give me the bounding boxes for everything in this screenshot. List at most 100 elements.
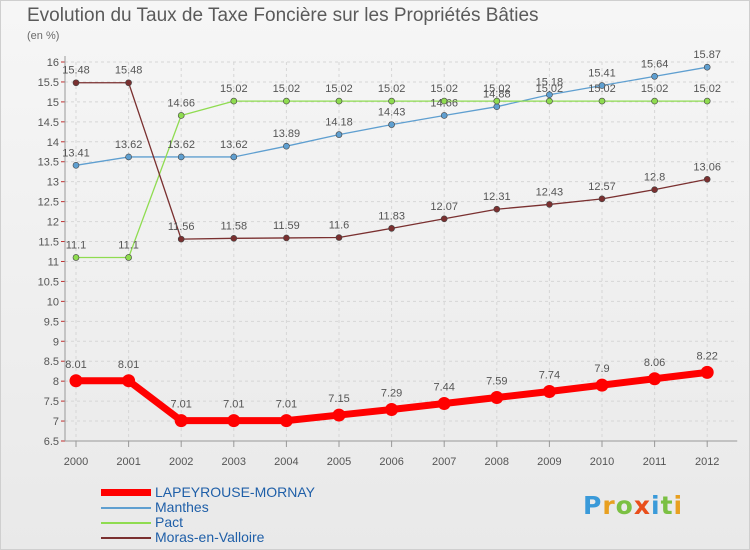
- y-tick-label: 11.5: [38, 237, 59, 249]
- data-point-manthes: [598, 82, 606, 89]
- data-label-pact: 11.1: [118, 239, 139, 251]
- data-point-manthes: [125, 153, 132, 161]
- data-point-moras-en-valloire: [598, 195, 606, 203]
- data-label-moras-en-valloire: 11.6: [329, 220, 350, 232]
- x-tick-label: 2008: [485, 456, 509, 468]
- y-tick-label: 8: [53, 376, 59, 388]
- data-label-manthes: 13.89: [273, 128, 301, 140]
- data-label-moras-en-valloire: 12.07: [430, 201, 458, 213]
- data-point-manthes: [72, 162, 80, 169]
- data-point-pact: [72, 254, 80, 261]
- data-label-moras-en-valloire: 11.56: [168, 221, 195, 233]
- data-point-pact: [177, 112, 185, 119]
- data-label-moras-en-valloire: 12.57: [588, 181, 616, 193]
- y-tick-label: 6.5: [44, 436, 59, 448]
- data-label-lapeyrouse-mornay: 7.74: [539, 370, 560, 382]
- x-tick-label: 2000: [64, 456, 88, 468]
- y-tick-label: 15: [47, 97, 59, 109]
- data-point-pact: [493, 97, 501, 105]
- data-label-moras-en-valloire: 11.59: [273, 220, 300, 232]
- data-point-moras-en-valloire: [440, 215, 448, 223]
- data-point-lapeyrouse-mornay: [332, 408, 346, 422]
- data-label-manthes: 13.41: [62, 147, 90, 159]
- legend-swatch-pact: [101, 522, 151, 524]
- x-tick-label: 2011: [643, 456, 667, 468]
- data-point-moras-en-valloire: [493, 205, 501, 213]
- data-label-moras-en-valloire: 11.58: [220, 220, 247, 232]
- data-label-pact: 15.02: [641, 83, 669, 95]
- data-point-moras-en-valloire: [703, 175, 711, 183]
- data-point-lapeyrouse-mornay: [490, 391, 504, 405]
- data-point-pact: [335, 97, 343, 105]
- data-label-lapeyrouse-mornay: 7.01: [276, 399, 297, 411]
- data-point-pact: [651, 97, 658, 105]
- legend-swatch-manthes: [101, 507, 151, 509]
- legend-swatch-lapeyrouse-mornay: [101, 489, 151, 496]
- data-label-lapeyrouse-mornay: 7.44: [433, 381, 454, 393]
- data-label-moras-en-valloire: 11.83: [378, 210, 405, 222]
- data-point-moras-en-valloire: [388, 225, 395, 232]
- data-point-lapeyrouse-mornay: [700, 365, 714, 379]
- data-point-manthes: [546, 91, 553, 99]
- data-point-lapeyrouse-mornay: [595, 378, 609, 392]
- data-point-lapeyrouse-mornay: [437, 396, 451, 410]
- data-label-pact: 15.02: [430, 83, 458, 95]
- data-label-moras-en-valloire: 15.48: [115, 65, 143, 77]
- data-label-moras-en-valloire: 12.43: [536, 186, 564, 198]
- data-label-lapeyrouse-mornay: 7.29: [381, 387, 402, 399]
- legend-label: Moras-en-Valloire: [155, 529, 265, 545]
- data-label-pact: 15.02: [483, 83, 511, 95]
- data-label-pact: 15.02: [378, 83, 406, 95]
- x-tick-label: 2003: [222, 456, 246, 468]
- data-label-moras-en-valloire: 13.06: [693, 161, 721, 173]
- data-label-manthes: 14.43: [378, 107, 406, 119]
- data-label-pact: 14.66: [167, 97, 195, 109]
- chart-title: Evolution du Taux de Taxe Foncière sur l…: [27, 5, 539, 26]
- data-label-lapeyrouse-mornay: 8.22: [696, 350, 717, 362]
- legend-label: LAPEYROUSE-MORNAY: [155, 484, 315, 500]
- data-point-moras-en-valloire: [177, 235, 185, 243]
- data-point-lapeyrouse-mornay: [227, 414, 241, 428]
- y-tick-label: 10.5: [38, 276, 59, 288]
- x-tick-label: 2010: [590, 456, 614, 468]
- data-label-moras-en-valloire: 12.31: [483, 191, 511, 203]
- data-point-pact: [230, 97, 238, 105]
- x-tick-label: 2012: [695, 456, 719, 468]
- data-label-manthes: 15.64: [641, 58, 669, 70]
- data-point-pact: [598, 97, 606, 105]
- y-tick-label: 14.5: [38, 117, 59, 129]
- data-label-moras-en-valloire: 15.48: [62, 65, 90, 77]
- data-label-manthes: 13.62: [115, 139, 143, 151]
- data-label-pact: 15.02: [588, 83, 616, 95]
- legend-swatch-moras-en-valloire: [101, 537, 151, 539]
- y-tick-label: 14: [47, 137, 59, 149]
- data-point-moras-en-valloire: [125, 79, 132, 87]
- data-label-pact: 11.1: [66, 239, 87, 251]
- legend-label: Pact: [155, 514, 184, 530]
- y-tick-label: 16: [47, 57, 59, 69]
- legend-label: Manthes: [155, 499, 209, 515]
- data-point-pact: [546, 97, 553, 105]
- data-label-manthes: 15.87: [693, 49, 721, 61]
- data-label-manthes: 15.41: [588, 68, 616, 80]
- data-point-manthes: [440, 112, 448, 119]
- y-tick-label: 7: [53, 416, 59, 428]
- proxiti-logo: Proxiti: [583, 491, 684, 520]
- data-point-moras-en-valloire: [335, 234, 343, 241]
- x-tick-label: 2005: [327, 456, 351, 468]
- data-point-moras-en-valloire: [546, 201, 553, 208]
- data-point-manthes: [335, 131, 343, 138]
- data-label-manthes: 14.18: [325, 117, 353, 129]
- data-point-moras-en-valloire: [230, 235, 238, 242]
- data-point-lapeyrouse-mornay: [279, 414, 293, 428]
- data-label-pact: 15.02: [325, 83, 353, 95]
- data-point-manthes: [388, 121, 395, 128]
- y-tick-label: 10: [47, 296, 59, 308]
- x-tick-label: 2007: [432, 456, 456, 468]
- data-label-lapeyrouse-mornay: 7.01: [223, 399, 244, 411]
- data-label-lapeyrouse-mornay: 8.01: [65, 359, 86, 371]
- data-label-pact: 15.02: [273, 83, 301, 95]
- y-tick-label: 12: [47, 217, 59, 229]
